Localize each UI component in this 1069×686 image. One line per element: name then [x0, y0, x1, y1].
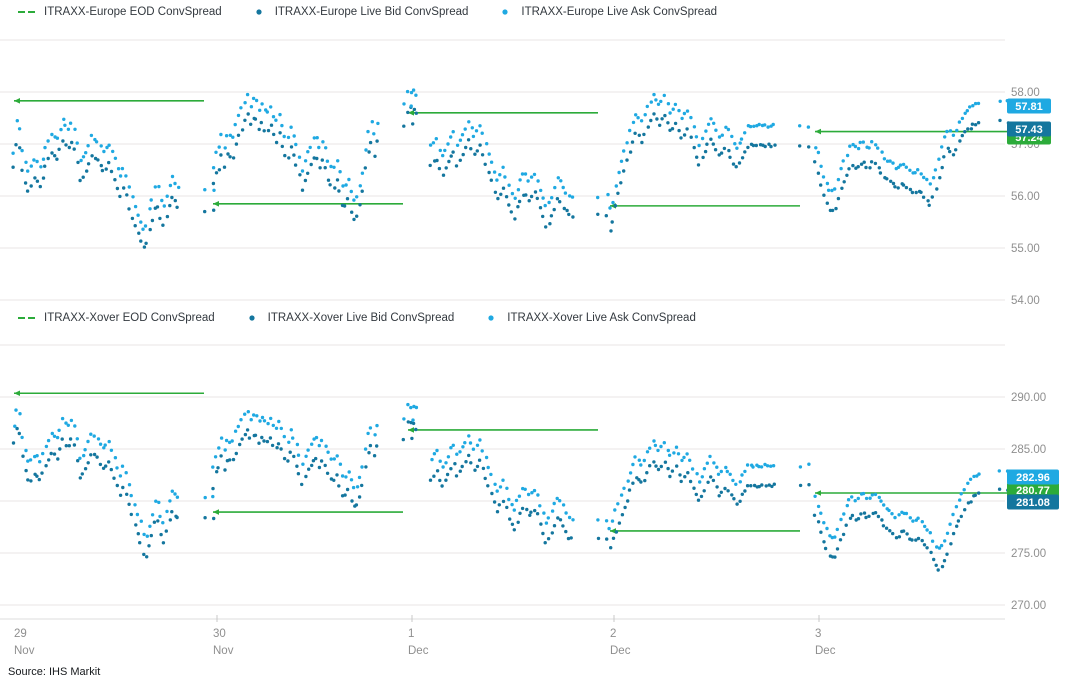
xover-badge-bid: 281.08 — [1007, 494, 1059, 510]
bid-dot-icon — [256, 9, 262, 15]
europe-y-tick: 54.00 — [1011, 295, 1040, 307]
legend-item-europe-bid[interactable]: ITRAXX-Europe Live Bid ConvSpread — [249, 6, 469, 18]
europe-eod-line-day1 — [14, 98, 204, 104]
chart-xover: 290.00285.00280.00275.00270.00280.77282.… — [0, 344, 1059, 612]
x-tick-month: Dec — [815, 645, 836, 657]
x-axis: 29 Nov 30 Nov 1 Dec 2 Dec 3 Dec — [0, 615, 1005, 657]
eod-dashed-line-icon — [18, 11, 38, 13]
ask-dot-icon — [502, 9, 508, 15]
source-note: Source: IHS Markit — [8, 666, 101, 678]
europe-gridlines — [0, 39, 1005, 301]
legend-label: ITRAXX-Europe EOD ConvSpread — [44, 6, 222, 18]
x-tick-day: 29 — [14, 628, 27, 640]
xover-ask-dots — [13, 402, 1010, 550]
legend-label: ITRAXX-Europe Live Bid ConvSpread — [274, 6, 469, 18]
legend-label: ITRAXX-Xover Live Bid ConvSpread — [267, 312, 455, 324]
x-tick-day: 30 — [213, 628, 226, 640]
x-tick-month: Nov — [14, 645, 35, 657]
x-tick-day: 3 — [815, 628, 821, 640]
bid-dot-icon — [249, 315, 255, 321]
svg-text:281.08: 281.08 — [1016, 497, 1050, 509]
europe-eod-line-day5 — [815, 128, 1009, 135]
europe-y-tick: 58.00 — [1011, 87, 1040, 99]
xover-y-tick: 270.00 — [1011, 600, 1046, 612]
europe-badge-bid: 57.43 — [1007, 121, 1051, 137]
x-tick-day: 1 — [408, 628, 414, 640]
xover-badge-ask: 282.96 — [1007, 469, 1059, 485]
legend-xover: ITRAXX-Xover EOD ConvSpread ITRAXX-Xover … — [18, 312, 696, 324]
legend-label: ITRAXX-Xover EOD ConvSpread — [44, 312, 215, 324]
europe-badge-ask: 57.81 — [1007, 98, 1051, 114]
legend-item-europe-eod[interactable]: ITRAXX-Europe EOD ConvSpread — [18, 6, 222, 18]
xover-eod-line-day2 — [213, 509, 403, 515]
europe-eod-line-day2 — [213, 201, 403, 207]
xover-eod-line-day5 — [815, 490, 1009, 496]
svg-text:57.81: 57.81 — [1015, 101, 1043, 113]
legend-label: ITRAXX-Europe Live Ask ConvSpread — [521, 6, 717, 18]
legend-item-xover-eod[interactable]: ITRAXX-Xover EOD ConvSpread — [18, 312, 215, 324]
xover-badge-eod: 280.77 — [1007, 482, 1059, 498]
xover-y-tick: 290.00 — [1011, 392, 1046, 404]
europe-eod-line-day4 — [610, 203, 800, 209]
xover-y-tick: 285.00 — [1011, 444, 1046, 456]
legend-europe: ITRAXX-Europe EOD ConvSpread ITRAXX-Europ… — [18, 6, 717, 18]
x-tick-day: 2 — [610, 628, 616, 640]
eod-dashed-line-icon — [18, 317, 38, 319]
europe-ask-dots — [11, 88, 1009, 231]
svg-text:57.43: 57.43 — [1015, 124, 1043, 136]
xover-gridlines — [0, 344, 1005, 606]
legend-item-xover-bid[interactable]: ITRAXX-Xover Live Bid ConvSpread — [242, 312, 455, 324]
europe-y-tick: 55.00 — [1011, 243, 1040, 255]
xover-y-tick: 275.00 — [1011, 548, 1046, 560]
xover-bid-dots — [11, 420, 1010, 572]
legend-label: ITRAXX-Xover Live Ask ConvSpread — [507, 312, 696, 324]
xover-eod-line-day1 — [14, 390, 204, 397]
xover-eod-line-day4 — [610, 528, 800, 534]
svg-text:280.77: 280.77 — [1016, 485, 1050, 497]
europe-y-tick: 56.00 — [1011, 191, 1040, 203]
svg-text:282.96: 282.96 — [1016, 472, 1050, 484]
europe-eod-line-day3 — [408, 110, 598, 116]
x-tick-month: Dec — [610, 645, 631, 657]
legend-item-xover-ask[interactable]: ITRAXX-Xover Live Ask ConvSpread — [481, 312, 696, 324]
europe-bid-dots — [11, 105, 1011, 249]
ask-dot-icon — [488, 315, 494, 321]
x-tick-month: Dec — [408, 645, 429, 657]
legend-item-europe-ask[interactable]: ITRAXX-Europe Live Ask ConvSpread — [495, 6, 717, 18]
xover-eod-line-day3 — [408, 427, 598, 433]
x-tick-month: Nov — [213, 645, 234, 657]
